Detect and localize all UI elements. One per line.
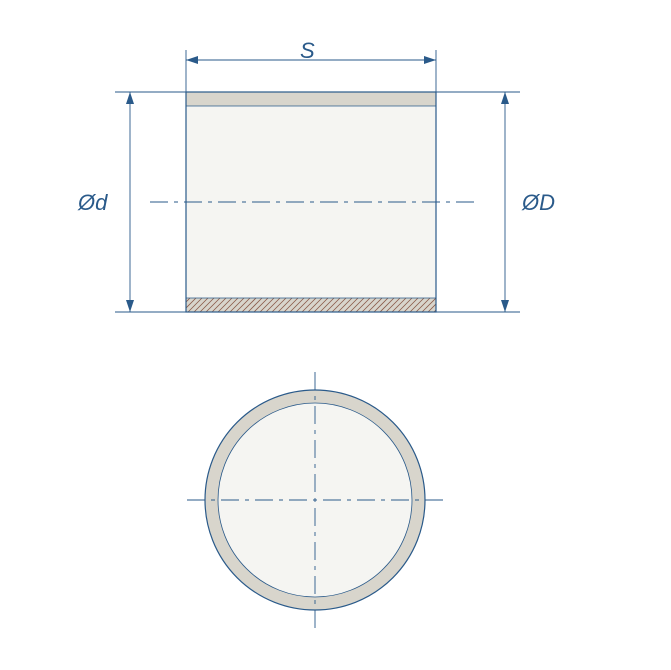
dimension-label-s: S [300,38,315,64]
dimension-label-D: ØD [522,190,555,216]
technical-drawing [0,0,671,670]
dimension-label-d: Ød [78,190,107,216]
